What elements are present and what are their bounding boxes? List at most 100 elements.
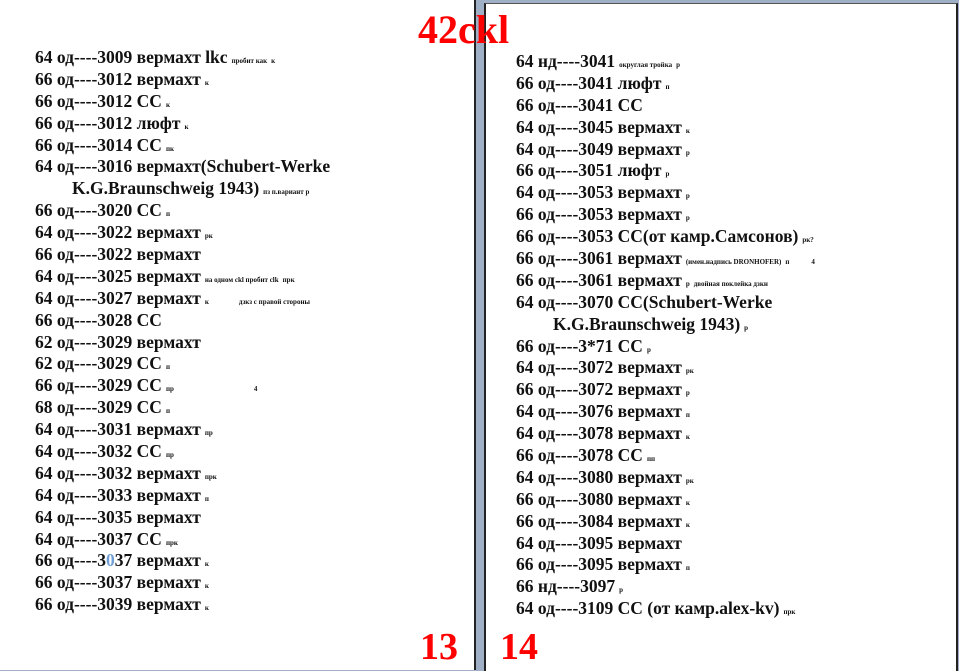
entry-text: 37 вермахт (114, 550, 201, 571)
entry-condition-note: пк (165, 144, 175, 153)
list-item: 64 од----3033 вермахт п (35, 485, 330, 507)
entry-condition-note: р (685, 148, 690, 157)
entry-text: 64 од----3027 вермахт (35, 287, 201, 308)
list-item: 66 од----3061 вермахт р двойная поклейка д… (516, 270, 815, 292)
entry-condition-note: р (619, 586, 624, 595)
list-item: 64 од----3032 СС пр (35, 441, 330, 463)
entry-text: 66 од----3029 СС (35, 375, 162, 396)
list-item: 64 од----3037 СС прк (35, 529, 330, 551)
list-item: 66 од----3039 вермахт к (35, 594, 330, 616)
entry-text: 66 од----3037 вермахт (35, 572, 201, 593)
entry-condition-note: к (685, 433, 690, 442)
highlighted-digit: 0 (106, 550, 115, 571)
list-item: 66 од----3*71 СС р (516, 336, 815, 358)
list-item: K.G.Braunschweig 1943) пз п.вариант р (35, 178, 330, 200)
entry-text: 64 од----3031 вермахт (35, 419, 201, 440)
entry-condition-note: р (646, 345, 651, 354)
entry-condition-note: п (685, 411, 690, 420)
list-item: 66 од----3084 вермахт к (516, 511, 815, 533)
entry-remark: на одном ckl пробит clk (204, 275, 279, 284)
entry-condition-note: р (685, 389, 690, 398)
entry-text: 64 нд----3041 (516, 51, 616, 71)
page-number-14: 14 (500, 626, 538, 668)
entry-condition-note: р (665, 170, 670, 179)
list-item: 66 од----3078 СС пп (516, 445, 815, 467)
list-item: 66 од----3028 СС (35, 310, 330, 332)
entry-text: 64 од----3045 вермахт (516, 116, 682, 137)
list-item: 66 од----3053 вермахт р (516, 204, 815, 226)
entry-text: 64 од----3053 вермахт (516, 182, 682, 203)
entry-side-note: 4 (253, 385, 258, 394)
list-item: 64 од----3109 СС (от камр.alex-kv) прк (516, 598, 815, 620)
entry-text: 64 од----3022 вермахт (35, 222, 201, 243)
entry-condition-note: р (744, 323, 749, 332)
entry-text: 64 од----3033 вермахт (35, 484, 201, 505)
left-page-lines: 64 од----3009 вермахт lkc пробит как к 66 о… (35, 47, 330, 616)
entry-condition-note: прк (165, 538, 178, 547)
entry-text: 66 од----3012 вермахт (35, 68, 201, 89)
entry-condition-note: к (204, 604, 209, 613)
entry-text: 68 од----3029 СС (35, 397, 162, 418)
entry-condition-note: к (271, 57, 276, 65)
list-item: 66 од----3037 вермахт к (35, 550, 330, 572)
entry-text: 64 од----3072 вермахт (516, 357, 682, 378)
entry-text: 66 од----3*71 СС (516, 335, 643, 356)
entry-text: 64 од----3109 СС (от камр.alex-kv) (516, 598, 780, 619)
entry-text: 64 од----3025 вермахт (35, 265, 201, 286)
entry-text: 66 од----3053 СС(от камр.Самсонов) (516, 226, 799, 247)
entry-text: 64 од----3032 СС (35, 441, 162, 462)
entry-condition-note: пр (165, 385, 174, 394)
entry-condition-note: к (685, 520, 690, 529)
list-item: 66 од----3020 СС п (35, 200, 330, 222)
entry-condition-note: р (685, 214, 690, 223)
entry-condition-note: пп (646, 455, 656, 464)
list-item: 66 од----3029 СС пр 4 (35, 375, 330, 397)
list-item: 64 од----3045 вермахт к (516, 117, 815, 139)
list-item: 66 од----3041 СС (516, 95, 815, 117)
entry-text: 62 од----3029 СС (35, 353, 162, 374)
entry-condition-note: к (165, 100, 170, 109)
entry-condition-note: к (204, 78, 209, 87)
entry-text: 64 од----3076 вермахт (516, 401, 682, 422)
entry-condition-note: к (204, 582, 209, 591)
entry-text: 66 од----3020 СС (35, 200, 162, 221)
list-item: 64 од----3049 вермахт р (516, 139, 815, 161)
entry-text: 64 од----3035 вермахт (35, 506, 201, 527)
entry-condition-note: п (785, 258, 790, 267)
entry-text: 64 од----3078 вермахт (516, 423, 682, 444)
entry-condition-note: рк (685, 367, 694, 376)
entry-condition-note: п (204, 494, 209, 503)
list-item: 66 од----3061 вермахт (имен.надпись DRONH… (516, 248, 815, 270)
entry-condition-note: р (685, 192, 690, 201)
entry-condition-note: прк (783, 608, 796, 617)
entry-condition-note: п (165, 407, 170, 416)
entry-text: 64 од----3037 СС (35, 528, 162, 549)
list-item: 66 од----3022 вермахт (35, 244, 330, 266)
entry-text: 66 од----3051 люфт (516, 160, 662, 181)
entry-text: 66 од----3028 СС (35, 309, 162, 330)
list-item: 66 од----3041 люфт п (516, 73, 815, 95)
list-item: 64 од----3072 вермахт рк (516, 357, 815, 379)
entry-condition-note: к (184, 122, 189, 131)
list-item: K.G.Braunschweig 1943) р (516, 314, 815, 336)
entry-condition-note: рк? (802, 236, 814, 245)
list-item: 66 од----3080 вермахт к (516, 489, 815, 511)
list-item: 64 од----3076 вермахт п (516, 401, 815, 423)
entry-text: 66 од----3053 вермахт (516, 204, 682, 225)
entry-condition-note: пз п.вариант р (263, 188, 310, 197)
list-item: 62 од----3029 СС п (35, 353, 330, 375)
entry-text: 66 од----3012 люфт (35, 112, 181, 133)
entry-text: 64 од----3016 вермахт(Schubert-Werke (35, 156, 331, 177)
entry-text: 66 од----3072 вермахт (516, 379, 682, 400)
entry-text: 66 од----3095 вермахт (516, 554, 682, 575)
entry-text: 66 од----3014 СС (35, 134, 162, 155)
list-item: 66 од----3072 вермахт р (516, 379, 815, 401)
entry-text: 66 од----3041 СС (516, 94, 643, 115)
entry-text: 66 од----3084 вермахт (516, 510, 682, 531)
entry-condition-note: п (165, 210, 170, 219)
entry-condition-note: пр (165, 451, 174, 460)
entry-text: 64 од----3049 вермахт (516, 138, 682, 159)
list-item: 66 од----3053 СС(от камр.Самсонов) рк? (516, 226, 815, 248)
list-item: 64 од----3016 вермахт(Schubert-Werke (35, 156, 330, 178)
entry-condition-note: рк (685, 476, 694, 485)
